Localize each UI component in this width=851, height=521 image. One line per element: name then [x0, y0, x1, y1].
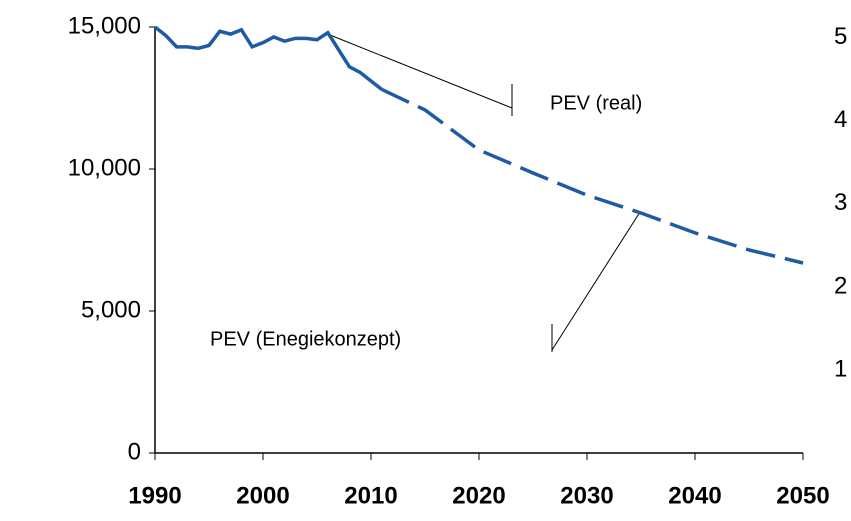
- x-tick-label: 2050: [776, 482, 829, 509]
- x-tick-label: 2010: [344, 482, 397, 509]
- y2-tick-label: 5: [834, 23, 847, 50]
- x-tick-label: 1990: [128, 482, 181, 509]
- y2-tick-label: 3: [834, 189, 847, 216]
- y2-tick-label: 4: [834, 106, 847, 133]
- y-tick-label: 10,000: [68, 154, 141, 181]
- y2-tick-label: 1: [834, 355, 847, 382]
- leader-line: [329, 34, 513, 109]
- y2-tick-label: 2: [834, 272, 847, 299]
- y-tick-label: 15,000: [68, 12, 141, 39]
- annotation: PEV (Enegiekonzept): [210, 328, 401, 350]
- x-tick-label: 2030: [560, 482, 613, 509]
- leader-line: [551, 211, 641, 351]
- y-tick-label: 0: [128, 438, 141, 465]
- x-tick-label: 2020: [452, 482, 505, 509]
- y-tick-label: 5,000: [81, 296, 141, 323]
- x-tick-label: 2000: [236, 482, 289, 509]
- line-series: [381, 87, 804, 265]
- line-series: [153, 25, 383, 91]
- x-tick-label: 2040: [668, 482, 721, 509]
- annotation: PEV (real): [550, 92, 642, 114]
